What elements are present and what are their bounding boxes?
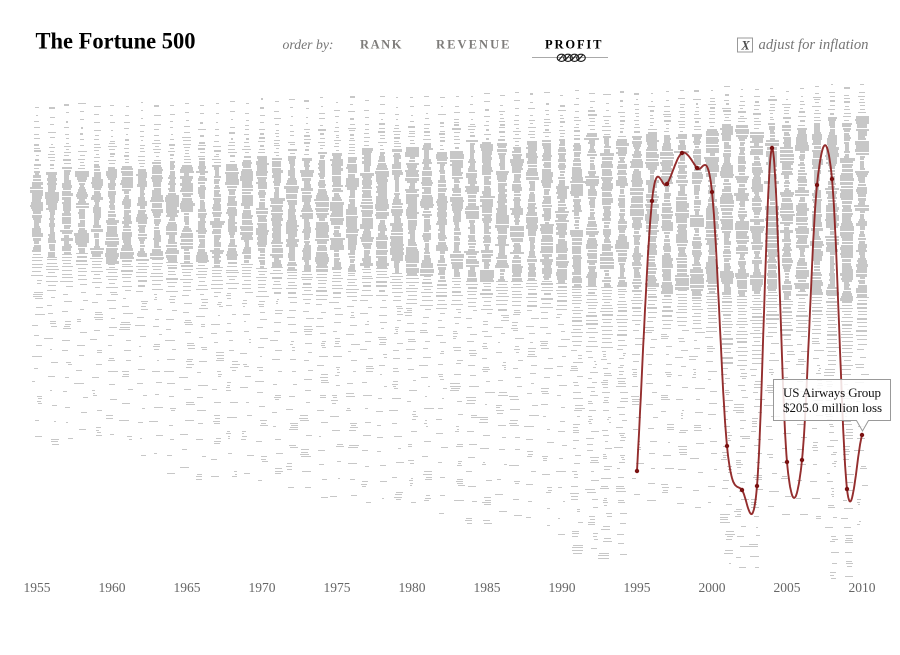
svg-text:1990: 1990 bbox=[549, 580, 576, 595]
svg-text:RANK: RANK bbox=[360, 38, 404, 52]
svg-text:1995: 1995 bbox=[624, 580, 651, 595]
svg-text:X: X bbox=[740, 39, 750, 53]
svg-text:US Airways Group: US Airways Group bbox=[783, 385, 881, 400]
svg-text:1960: 1960 bbox=[99, 580, 126, 595]
svg-text:2005: 2005 bbox=[774, 580, 801, 595]
svg-text:REVENUE: REVENUE bbox=[436, 38, 512, 52]
svg-text:1955: 1955 bbox=[24, 580, 51, 595]
svg-text:2010: 2010 bbox=[849, 580, 876, 595]
svg-text:order by:: order by: bbox=[283, 37, 334, 52]
svg-text:1980: 1980 bbox=[399, 580, 426, 595]
svg-text:1985: 1985 bbox=[474, 580, 501, 595]
svg-text:$205.0 million loss: $205.0 million loss bbox=[783, 400, 882, 415]
svg-text:1975: 1975 bbox=[324, 580, 351, 595]
svg-text:PROFIT: PROFIT bbox=[545, 38, 604, 52]
svg-text:The Fortune 500: The Fortune 500 bbox=[36, 29, 196, 54]
svg-text:1965: 1965 bbox=[174, 580, 201, 595]
svg-text:adjust for inflation: adjust for inflation bbox=[759, 37, 869, 53]
svg-text:2000: 2000 bbox=[699, 580, 726, 595]
svg-text:1970: 1970 bbox=[249, 580, 276, 595]
